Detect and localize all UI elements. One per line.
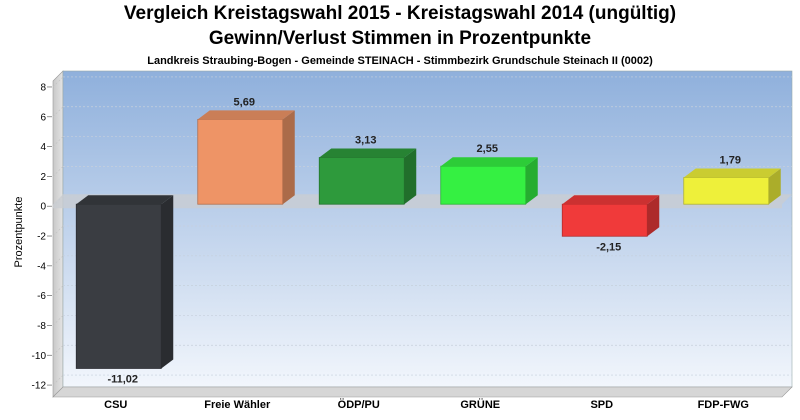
y-tick-label: -6 bbox=[37, 291, 46, 302]
y-tick-label: 4 bbox=[40, 142, 46, 153]
bar-side bbox=[768, 168, 781, 205]
bar-top bbox=[683, 168, 781, 178]
category-label: ÖDP/PU bbox=[338, 398, 380, 411]
bar-fdp-fwg: 1,79 bbox=[683, 155, 781, 205]
data-label: -11,02 bbox=[107, 373, 138, 385]
category-label: GRÜNE bbox=[460, 398, 500, 411]
chart-title: Vergleich Kreistagswahl 2015 - Kreistags… bbox=[123, 3, 677, 24]
bar-side bbox=[161, 195, 174, 369]
chart-title-secondary: Gewinn/Verlust Stimmen in Prozentpunkte bbox=[208, 28, 592, 49]
floor bbox=[52, 386, 793, 398]
y-tick-label: -10 bbox=[32, 351, 47, 362]
bar-freie-wähler: 5,69 bbox=[197, 96, 295, 205]
data-label: 1,79 bbox=[720, 155, 741, 167]
category-label: SPD bbox=[590, 399, 613, 411]
bar-top bbox=[562, 195, 660, 205]
bar-front bbox=[683, 177, 770, 205]
data-label: 5,69 bbox=[234, 96, 255, 108]
x-axis-categories: CSU Freie Wähler ÖDP/PU GRÜNE SPD FDP-FWG bbox=[104, 398, 749, 411]
y-tick-label: 6 bbox=[40, 112, 46, 123]
y-tick-label: 8 bbox=[40, 82, 46, 93]
side-wall bbox=[52, 70, 64, 398]
bar-top bbox=[76, 195, 174, 205]
bar-ödp-pu: 3,13 bbox=[318, 135, 417, 205]
bar-front bbox=[440, 165, 527, 205]
bar-side bbox=[647, 195, 660, 237]
y-tick-label: 2 bbox=[40, 172, 46, 183]
back-wall bbox=[62, 70, 793, 388]
bars: -11,02 5,69 3,13 2,55 -2,15 1,79 bbox=[75, 96, 781, 385]
category-label: CSU bbox=[104, 399, 127, 411]
y-tick-label: -4 bbox=[37, 261, 46, 272]
bar-side bbox=[525, 157, 538, 205]
chart-subtitle: Landkreis Straubing-Bogen - Gemeinde STE… bbox=[147, 55, 653, 67]
bar-front bbox=[318, 157, 405, 205]
bar-front bbox=[197, 118, 284, 205]
bar-front bbox=[561, 203, 648, 237]
plot-frame bbox=[52, 70, 793, 398]
y-tick-label: -8 bbox=[37, 321, 46, 332]
y-axis-label: Prozentpunkte bbox=[13, 197, 25, 268]
bar-top bbox=[440, 157, 538, 167]
bar-csu: -11,02 bbox=[75, 195, 174, 385]
data-label: 3,13 bbox=[355, 135, 376, 147]
bar-top bbox=[319, 148, 417, 158]
bar-front bbox=[75, 203, 162, 369]
y-tick-label: -2 bbox=[37, 232, 46, 243]
category-label: FDP-FWG bbox=[698, 399, 749, 411]
category-label: Freie Wähler bbox=[204, 399, 271, 411]
data-label: -2,15 bbox=[596, 241, 621, 253]
y-axis-ticks: 8 6 4 2 0 -2 -4 -6 -8 -10 -12 bbox=[32, 82, 52, 392]
bar-top bbox=[197, 110, 295, 120]
data-label: 2,55 bbox=[477, 143, 498, 155]
y-tick-label: 0 bbox=[40, 202, 46, 213]
bar-grüne: 2,55 bbox=[440, 143, 538, 205]
bar-spd: -2,15 bbox=[561, 195, 660, 253]
bar-side bbox=[404, 148, 417, 205]
y-tick-label: -12 bbox=[32, 381, 47, 392]
bar-side bbox=[282, 110, 295, 205]
